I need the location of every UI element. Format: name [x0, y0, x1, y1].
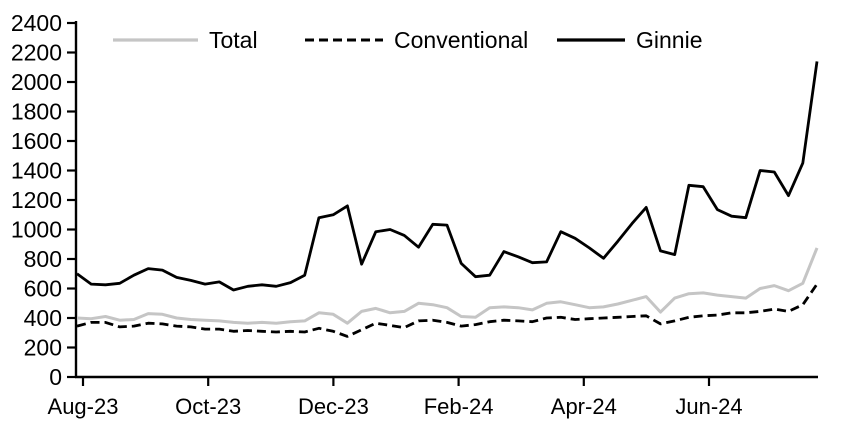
- x-tick-label: Oct-23: [175, 394, 241, 419]
- legend: Total Conventional Ginnie: [113, 27, 702, 53]
- y-tick-label: 2200: [11, 40, 62, 66]
- x-tick-label: Apr-24: [551, 394, 617, 419]
- x-axis: Aug-23 Oct-23 Dec-23 Feb-24 Apr-24 Jun-24: [48, 375, 818, 419]
- y-tick-label: 200: [24, 335, 62, 361]
- legend-label: Total: [209, 27, 258, 53]
- y-tick-label: 2000: [11, 69, 62, 95]
- x-tick-label: Dec-23: [298, 394, 369, 419]
- y-tick-label: 1200: [11, 187, 62, 213]
- series-line-conventional: [76, 283, 819, 338]
- y-tick-label: 800: [24, 246, 62, 272]
- y-tick-label: 1400: [11, 158, 62, 184]
- y-tick-label: 600: [24, 276, 62, 302]
- plot-series: [76, 61, 819, 338]
- y-tick-label: 400: [24, 305, 62, 331]
- y-tick-label: 1800: [11, 99, 62, 125]
- y-tick-label: 1000: [11, 217, 62, 243]
- legend-label: Conventional: [394, 27, 528, 53]
- legend-item-total: Total: [113, 27, 258, 53]
- legend-item-ginnie: Ginnie: [557, 27, 702, 53]
- y-tick-label: 0: [49, 364, 62, 390]
- x-tick-label: Aug-23: [48, 394, 119, 419]
- y-tick-label: 2400: [11, 10, 62, 36]
- series-line-ginnie: [76, 61, 819, 292]
- legend-label: Ginnie: [636, 27, 702, 53]
- y-axis: 0 200 400 600 800 1000 1200 1400 1600 1800 2000 220…: [11, 10, 78, 390]
- series-line-total: [76, 247, 819, 325]
- legend-item-conventional: Conventional: [305, 27, 528, 53]
- y-tick-label: 1600: [11, 128, 62, 154]
- x-tick-label: Feb-24: [424, 394, 494, 419]
- x-tick-label: Jun-24: [675, 394, 742, 419]
